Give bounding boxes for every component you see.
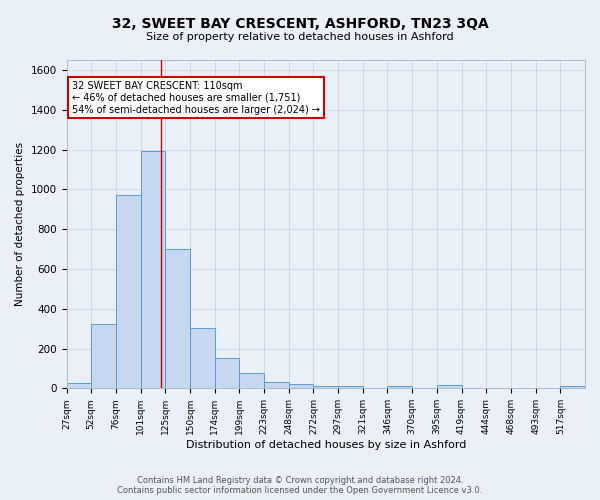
Bar xyxy=(67,384,91,388)
Bar xyxy=(388,386,412,388)
Bar xyxy=(190,328,215,388)
Bar xyxy=(437,386,461,388)
Text: Size of property relative to detached houses in Ashford: Size of property relative to detached ho… xyxy=(146,32,454,42)
Bar xyxy=(215,358,239,388)
Text: 32, SWEET BAY CRESCENT, ASHFORD, TN23 3QA: 32, SWEET BAY CRESCENT, ASHFORD, TN23 3Q… xyxy=(112,18,488,32)
Bar xyxy=(165,249,190,388)
X-axis label: Distribution of detached houses by size in Ashford: Distribution of detached houses by size … xyxy=(185,440,466,450)
Bar xyxy=(140,150,165,388)
Bar xyxy=(338,386,363,388)
Text: 32 SWEET BAY CRESCENT: 110sqm
← 46% of detached houses are smaller (1,751)
54% o: 32 SWEET BAY CRESCENT: 110sqm ← 46% of d… xyxy=(72,82,320,114)
Bar xyxy=(239,374,264,388)
Bar xyxy=(91,324,116,388)
Text: Contains HM Land Registry data © Crown copyright and database right 2024.: Contains HM Land Registry data © Crown c… xyxy=(137,476,463,485)
Bar xyxy=(313,386,338,388)
Bar xyxy=(116,196,140,388)
Bar xyxy=(289,384,313,388)
Bar xyxy=(560,386,585,388)
Text: Contains public sector information licensed under the Open Government Licence v3: Contains public sector information licen… xyxy=(118,486,482,495)
Bar xyxy=(264,382,289,388)
Y-axis label: Number of detached properties: Number of detached properties xyxy=(15,142,25,306)
